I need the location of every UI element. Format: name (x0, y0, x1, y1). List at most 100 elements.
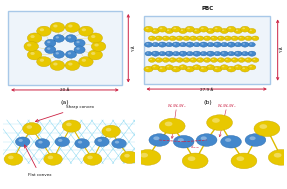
Circle shape (219, 37, 221, 38)
Circle shape (245, 36, 252, 40)
Circle shape (78, 141, 82, 144)
Circle shape (91, 41, 106, 51)
Circle shape (193, 51, 201, 56)
Circle shape (181, 52, 183, 54)
Text: $d_{bond}$: $d_{bond}$ (190, 144, 200, 151)
Circle shape (144, 66, 153, 72)
Text: $W_2/W_3/W_4$: $W_2/W_3/W_4$ (217, 103, 236, 110)
Circle shape (159, 51, 166, 56)
Circle shape (212, 118, 220, 123)
Circle shape (243, 43, 245, 45)
Circle shape (153, 29, 156, 31)
Circle shape (44, 153, 62, 165)
Circle shape (215, 67, 218, 69)
Circle shape (201, 67, 204, 69)
Circle shape (236, 43, 238, 45)
Circle shape (217, 36, 224, 40)
Circle shape (146, 67, 149, 69)
Circle shape (268, 149, 287, 165)
Circle shape (159, 118, 185, 134)
Circle shape (184, 59, 187, 60)
Circle shape (145, 51, 152, 56)
Circle shape (155, 58, 162, 62)
Circle shape (241, 51, 248, 56)
Circle shape (249, 29, 252, 31)
Circle shape (241, 42, 249, 47)
Circle shape (76, 41, 80, 43)
Circle shape (191, 59, 193, 60)
Circle shape (182, 153, 208, 169)
Circle shape (228, 67, 231, 69)
Circle shape (222, 52, 224, 54)
Circle shape (170, 37, 173, 38)
Circle shape (227, 42, 235, 47)
Circle shape (236, 66, 238, 67)
Circle shape (215, 27, 218, 29)
Circle shape (53, 35, 64, 42)
Circle shape (148, 36, 156, 40)
Circle shape (172, 51, 180, 56)
Circle shape (245, 58, 252, 62)
Circle shape (248, 65, 256, 70)
Circle shape (195, 43, 197, 45)
Circle shape (120, 151, 139, 163)
Circle shape (65, 51, 77, 58)
Circle shape (150, 59, 152, 60)
Circle shape (188, 156, 195, 161)
Circle shape (183, 58, 190, 62)
Circle shape (229, 52, 231, 54)
Circle shape (30, 35, 35, 38)
Circle shape (227, 66, 236, 72)
Circle shape (53, 51, 64, 58)
Circle shape (254, 121, 280, 136)
Circle shape (75, 139, 89, 148)
Text: Sharp convex: Sharp convex (35, 105, 94, 122)
Circle shape (30, 52, 35, 55)
Circle shape (40, 28, 44, 31)
Circle shape (249, 52, 252, 54)
Circle shape (214, 51, 221, 56)
Circle shape (171, 26, 181, 32)
Circle shape (35, 139, 50, 148)
Circle shape (181, 66, 183, 67)
Circle shape (88, 33, 102, 43)
Circle shape (240, 66, 250, 72)
Circle shape (220, 29, 228, 33)
Circle shape (253, 37, 255, 38)
Circle shape (174, 52, 176, 54)
Circle shape (239, 59, 242, 60)
Circle shape (231, 153, 257, 169)
Circle shape (37, 57, 51, 67)
Circle shape (228, 51, 235, 56)
Circle shape (165, 29, 173, 33)
Circle shape (236, 29, 238, 31)
Circle shape (179, 65, 187, 70)
Circle shape (158, 66, 167, 72)
Circle shape (252, 36, 259, 40)
Circle shape (74, 39, 85, 47)
Circle shape (190, 58, 197, 62)
Circle shape (246, 37, 249, 38)
Circle shape (8, 156, 13, 159)
Circle shape (178, 138, 184, 142)
Circle shape (253, 59, 255, 60)
Circle shape (140, 153, 148, 158)
Circle shape (224, 36, 231, 40)
Circle shape (225, 138, 231, 142)
Circle shape (162, 58, 169, 62)
Circle shape (249, 42, 255, 47)
Circle shape (165, 51, 173, 56)
Circle shape (27, 50, 42, 60)
Circle shape (242, 67, 245, 69)
Circle shape (212, 59, 214, 60)
Circle shape (102, 125, 120, 137)
Circle shape (37, 26, 51, 36)
Circle shape (15, 137, 30, 146)
Circle shape (91, 35, 95, 38)
Circle shape (98, 139, 102, 142)
Circle shape (201, 27, 204, 29)
Circle shape (68, 25, 73, 28)
Circle shape (274, 153, 282, 158)
Circle shape (68, 36, 71, 39)
Circle shape (45, 39, 56, 47)
